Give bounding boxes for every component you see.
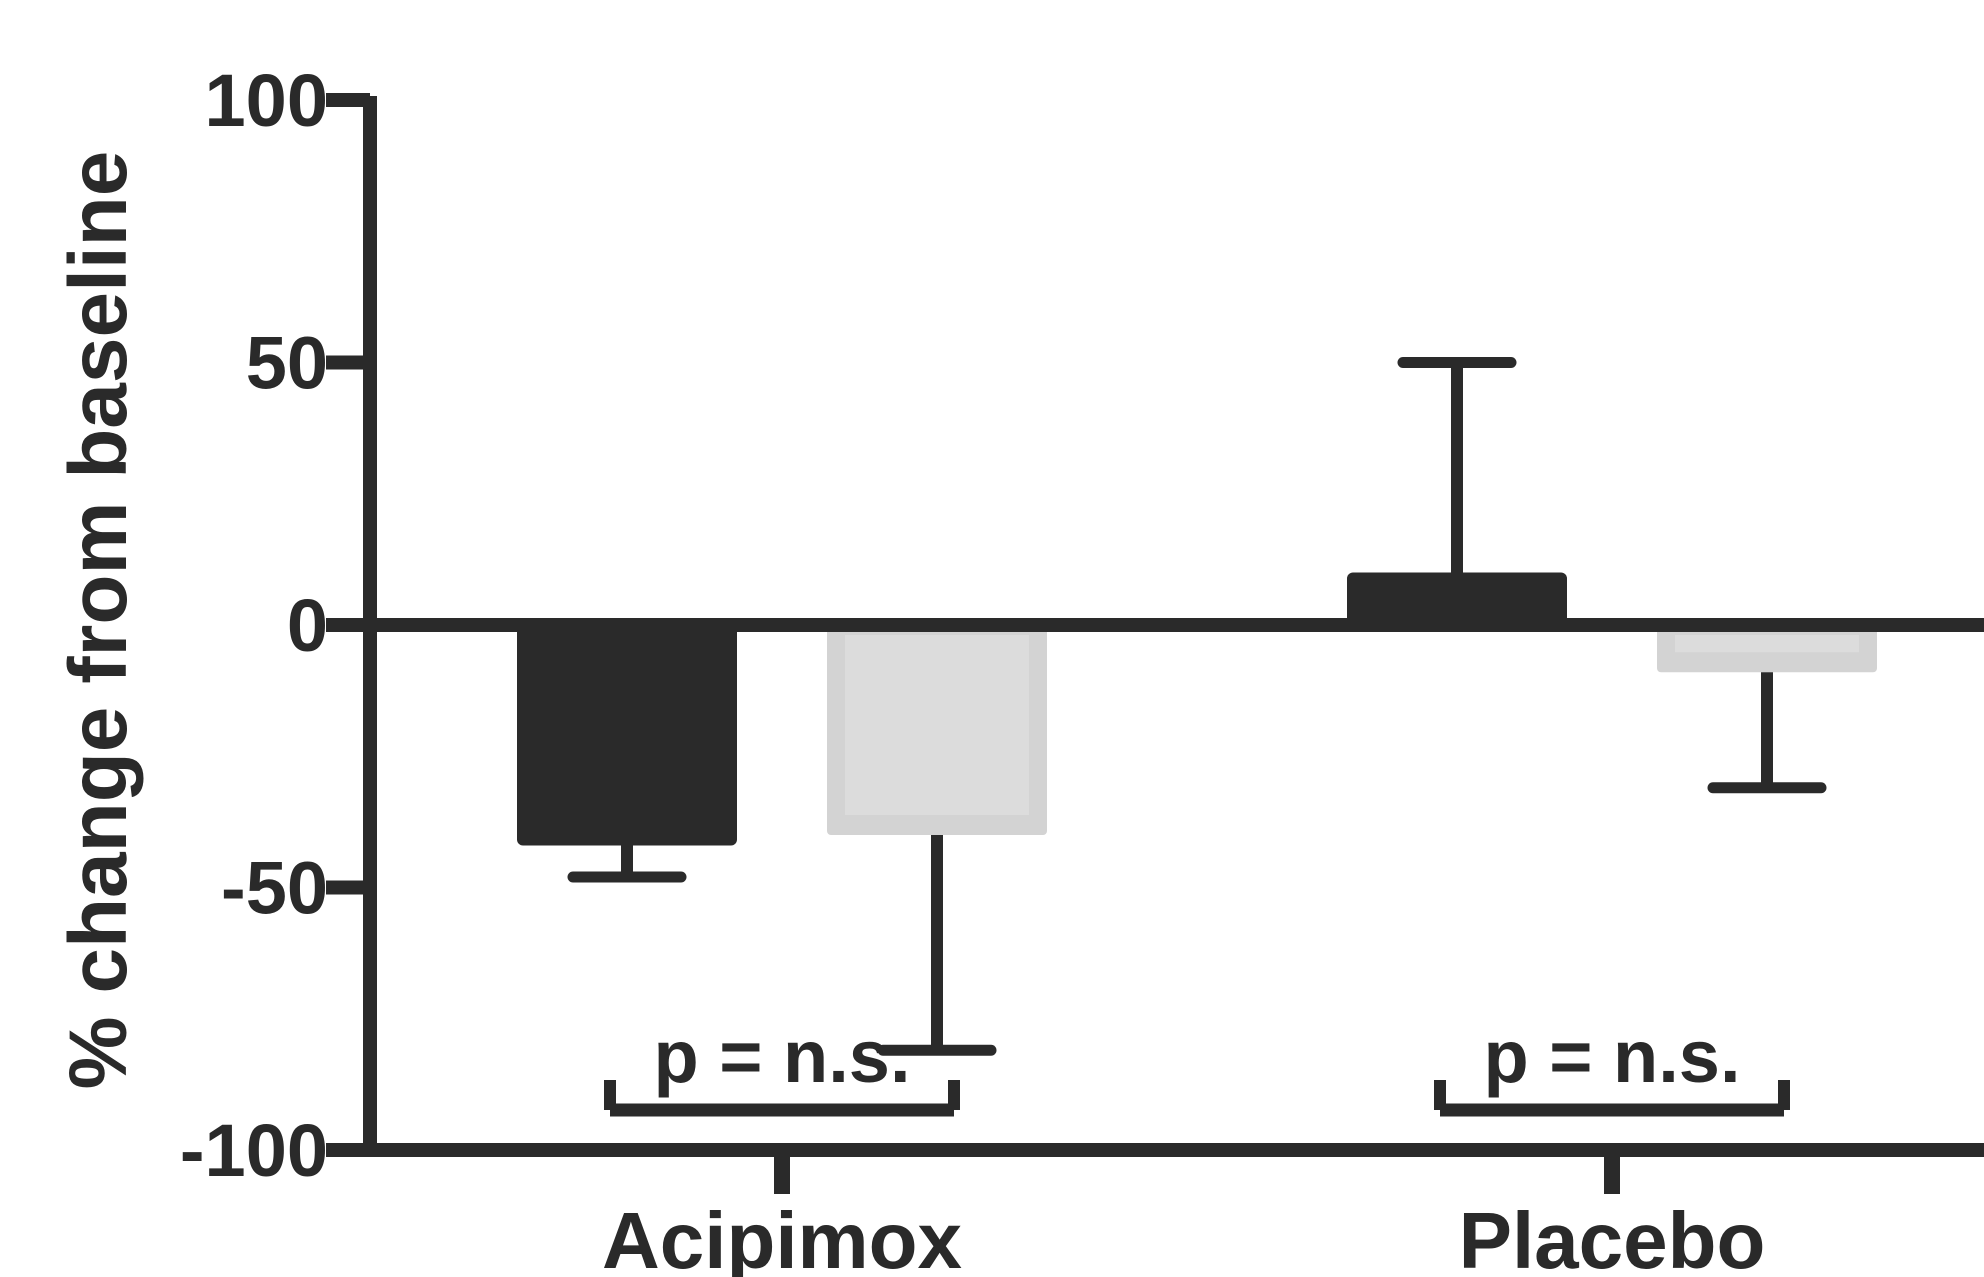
- y-tick-label: 0: [287, 584, 328, 667]
- x-tick-label: Acipimox: [602, 1196, 962, 1277]
- bar-light-inner: [1675, 635, 1859, 653]
- x-tick-label: Placebo: [1459, 1196, 1766, 1277]
- error-bars: [567, 357, 1827, 1056]
- y-tick-label: -100: [180, 1109, 328, 1192]
- bar-dark: [1347, 572, 1567, 625]
- bars: [517, 572, 1877, 846]
- significance-label: p = n.s.: [653, 1015, 910, 1098]
- bar-light-inner: [845, 635, 1029, 815]
- y-tick-label: 100: [205, 59, 328, 142]
- annotations: p = n.s. p = n.s.: [604, 1015, 1790, 1117]
- y-axis-label: % change from baseline: [53, 151, 144, 1090]
- significance-label: p = n.s.: [1483, 1015, 1740, 1098]
- bar-dark: [517, 625, 737, 846]
- axes: 100 50 0 -50 -100 Acipimox Placebo: [180, 59, 1984, 1277]
- y-tick-label: 50: [246, 322, 328, 405]
- y-tick-label: -50: [221, 847, 328, 930]
